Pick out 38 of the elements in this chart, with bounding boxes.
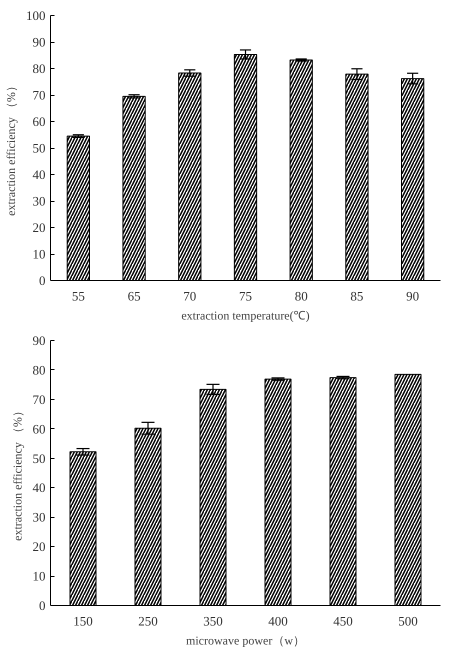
y-tick-label: 10 <box>32 568 46 584</box>
y-tick-label: 0 <box>39 598 46 613</box>
y-tick-label: 10 <box>32 246 46 262</box>
x-axis-title: microwave power（w） <box>186 634 305 648</box>
y-axis-title: extraction efficiency （%） <box>4 80 18 216</box>
y-tick-label: 30 <box>32 510 46 525</box>
x-tick-label: 80 <box>294 288 308 304</box>
x-axis-title: extraction temperature(℃) <box>181 308 310 322</box>
y-tick-label: 20 <box>32 539 46 554</box>
y-tick-label: 60 <box>32 421 46 436</box>
y-axis-title: extraction efficiency （%） <box>10 405 24 541</box>
x-tick-label: 350 <box>203 614 223 628</box>
x-tick-label: 70 <box>183 288 196 304</box>
y-tick-label: 70 <box>32 392 46 407</box>
y-tick-label: 70 <box>32 88 46 102</box>
y-tick-label: 90 <box>32 34 46 50</box>
x-tick-label: 150 <box>73 614 93 628</box>
y-tick-label: 30 <box>32 194 46 208</box>
x-tick-label: 250 <box>138 614 158 628</box>
y-tick-label: 20 <box>32 220 46 235</box>
y-tick-label: 50 <box>32 140 46 156</box>
x-tick-label: 90 <box>406 288 420 304</box>
y-tick-label: 0 <box>39 273 46 288</box>
y-tick-label: 80 <box>32 362 46 378</box>
y-tick-label: 80 <box>32 61 46 76</box>
x-tick-label: 450 <box>333 614 353 628</box>
y-tick-label: 100 <box>26 8 46 23</box>
y-tick-label: 60 <box>32 114 46 129</box>
x-tick-label: 75 <box>239 288 252 304</box>
x-tick-label: 65 <box>128 288 141 304</box>
y-tick-label: 40 <box>32 167 46 182</box>
y-tick-label: 90 <box>32 333 46 348</box>
x-tick-label: 55 <box>72 288 85 304</box>
x-tick-label: 400 <box>268 614 288 628</box>
x-tick-label: 85 <box>350 288 364 304</box>
y-tick-label: 50 <box>32 450 46 466</box>
x-tick-label: 500 <box>398 614 418 628</box>
y-tick-label: 40 <box>32 480 46 496</box>
